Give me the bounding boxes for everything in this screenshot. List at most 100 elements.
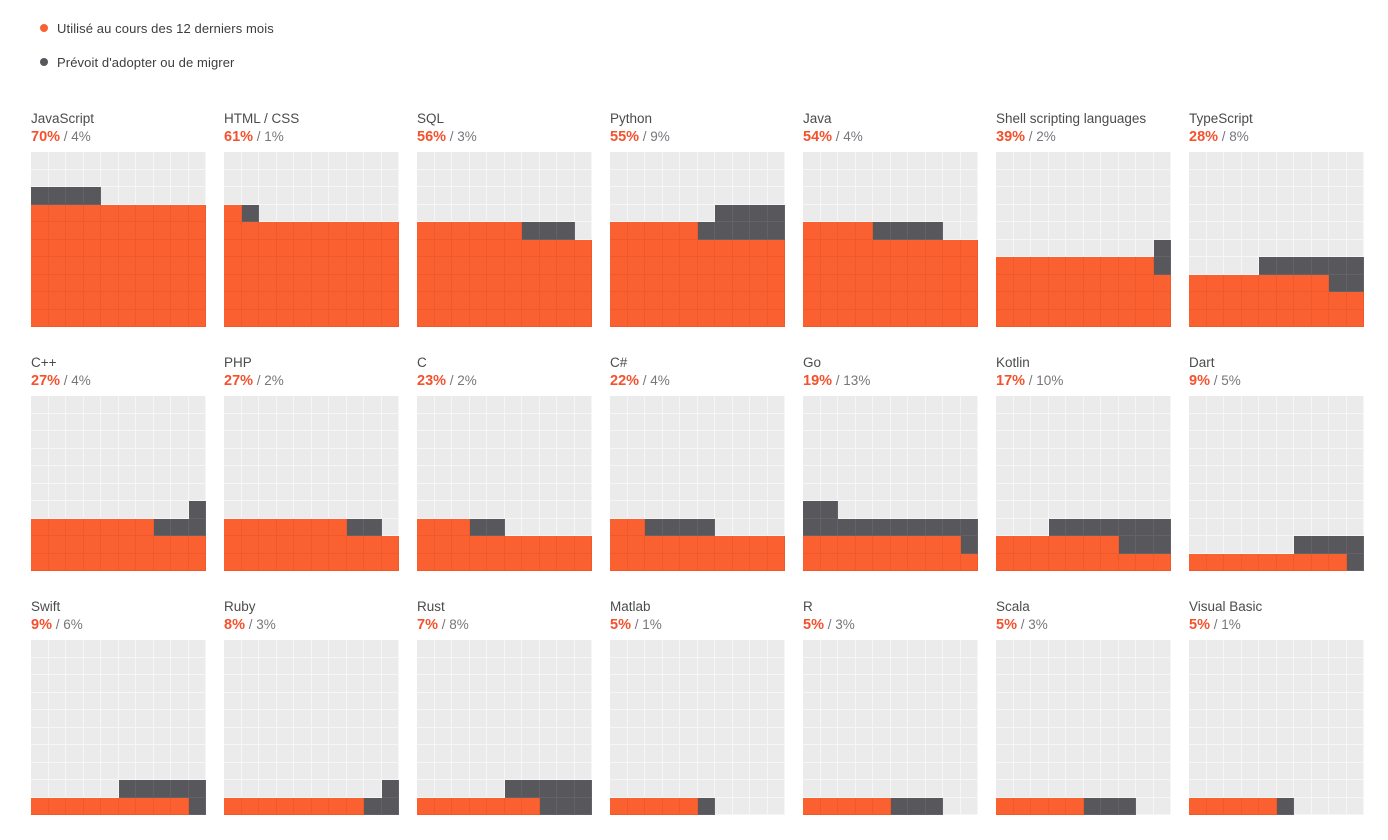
waffle-cell [48, 396, 66, 414]
waffle-cell [1048, 448, 1066, 466]
waffle-cell [732, 745, 750, 763]
waffle-cell [224, 501, 242, 519]
waffle-cell [750, 292, 768, 310]
plan-percent: 2% [264, 373, 284, 388]
waffle-cell [1346, 536, 1364, 554]
waffle-cell [522, 483, 540, 501]
waffle-cell [1066, 466, 1084, 484]
waffle-cell [1013, 483, 1031, 501]
waffle-cell [557, 222, 575, 240]
waffle-cell [1066, 675, 1084, 693]
used-percent: 27% [31, 373, 61, 389]
waffle-cell [873, 710, 891, 728]
waffle-cell [329, 483, 347, 501]
waffle-chart [610, 640, 785, 815]
waffle-cell [1083, 169, 1101, 187]
waffle-cell [1259, 466, 1277, 484]
waffle-cell [803, 745, 821, 763]
waffle-cell [697, 780, 715, 798]
waffle-cell [31, 222, 49, 240]
waffle-cell [364, 292, 382, 310]
waffle-cell [434, 257, 452, 275]
waffle-cell [1066, 745, 1084, 763]
legend-label-plan: Prévoit d'adopter ou de migrer [57, 54, 235, 70]
waffle-cell [1206, 169, 1224, 187]
waffle-cell [996, 309, 1014, 327]
waffle-cell [434, 501, 452, 519]
waffle-cell [1206, 657, 1224, 675]
waffle-cell [1013, 780, 1031, 798]
percent-separator: / [1025, 373, 1037, 388]
waffle-cell [1329, 152, 1347, 170]
waffle-cell [417, 780, 435, 798]
waffle-cell [960, 466, 978, 484]
waffle-cell [434, 169, 452, 187]
waffle-cell [1031, 518, 1049, 536]
waffle-cell [118, 797, 136, 815]
waffle-cell [1189, 448, 1207, 466]
waffle-cell [908, 448, 926, 466]
waffle-cell [83, 204, 101, 222]
waffle-cell [1206, 727, 1224, 745]
waffle-cell [381, 187, 399, 205]
waffle-cell [417, 553, 435, 571]
waffle-cell [1013, 448, 1031, 466]
waffle-cell [346, 483, 364, 501]
waffle-cell [329, 292, 347, 310]
waffle-cell [452, 710, 470, 728]
waffle-cell [101, 501, 119, 519]
waffle-cell [1189, 274, 1207, 292]
waffle-cell [188, 536, 206, 554]
waffle-cell [1048, 780, 1066, 798]
waffle-cell [1118, 710, 1136, 728]
waffle-cell [996, 396, 1014, 414]
waffle-cell [680, 431, 698, 449]
used-percent: 19% [803, 373, 833, 389]
waffle-cell [118, 675, 136, 693]
waffle-cell [1136, 448, 1154, 466]
waffle-cell [627, 797, 645, 815]
waffle-cell [276, 152, 294, 170]
waffle-cell [1153, 274, 1171, 292]
waffle-cell [1311, 187, 1329, 205]
waffle-cell [417, 413, 435, 431]
waffle-cell [417, 152, 435, 170]
waffle-cell [346, 553, 364, 571]
waffle-cell [1013, 675, 1031, 693]
waffle-cell [101, 675, 119, 693]
waffle-cell [1294, 187, 1312, 205]
waffle-cell [417, 466, 435, 484]
waffle-cell [1031, 675, 1049, 693]
waffle-cell [101, 640, 119, 658]
waffle-cell [996, 762, 1014, 780]
waffle-cell [487, 710, 505, 728]
waffle-cell [1189, 536, 1207, 554]
waffle-cell [680, 553, 698, 571]
waffle-cell [996, 710, 1014, 728]
waffle-cell [224, 553, 242, 571]
waffle-cell [890, 692, 908, 710]
waffle-cell [750, 675, 768, 693]
waffle-cell [715, 780, 733, 798]
waffle-cell [346, 222, 364, 240]
waffle-cell [943, 745, 961, 763]
waffle-cell [1294, 448, 1312, 466]
waffle-cell [1259, 309, 1277, 327]
waffle-cell [1276, 710, 1294, 728]
waffle-cell [697, 222, 715, 240]
waffle-cell [381, 204, 399, 222]
waffle-cell [1013, 797, 1031, 815]
language-name: C# [610, 355, 628, 370]
waffle-cell [294, 692, 312, 710]
waffle-cell [750, 553, 768, 571]
waffle-cell [1013, 501, 1031, 519]
waffle-cell [960, 222, 978, 240]
waffle-cell [890, 309, 908, 327]
waffle-cell [1311, 780, 1329, 798]
waffle-cell [153, 797, 171, 815]
waffle-cell [996, 448, 1014, 466]
waffle-cell [1241, 169, 1259, 187]
waffle-cell [522, 536, 540, 554]
waffle-cell [750, 396, 768, 414]
waffle-cell [960, 501, 978, 519]
